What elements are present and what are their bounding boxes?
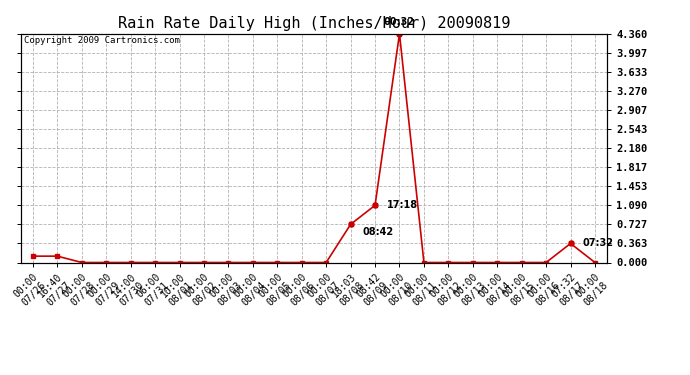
Text: 07:32: 07:32 xyxy=(583,238,614,249)
Text: 08:42: 08:42 xyxy=(363,227,394,237)
Text: 00:32: 00:32 xyxy=(384,18,415,27)
Text: Copyright 2009 Cartronics.com: Copyright 2009 Cartronics.com xyxy=(23,36,179,45)
Title: Rain Rate Daily High (Inches/Hour) 20090819: Rain Rate Daily High (Inches/Hour) 20090… xyxy=(118,16,510,31)
Text: 17:18: 17:18 xyxy=(387,200,418,210)
